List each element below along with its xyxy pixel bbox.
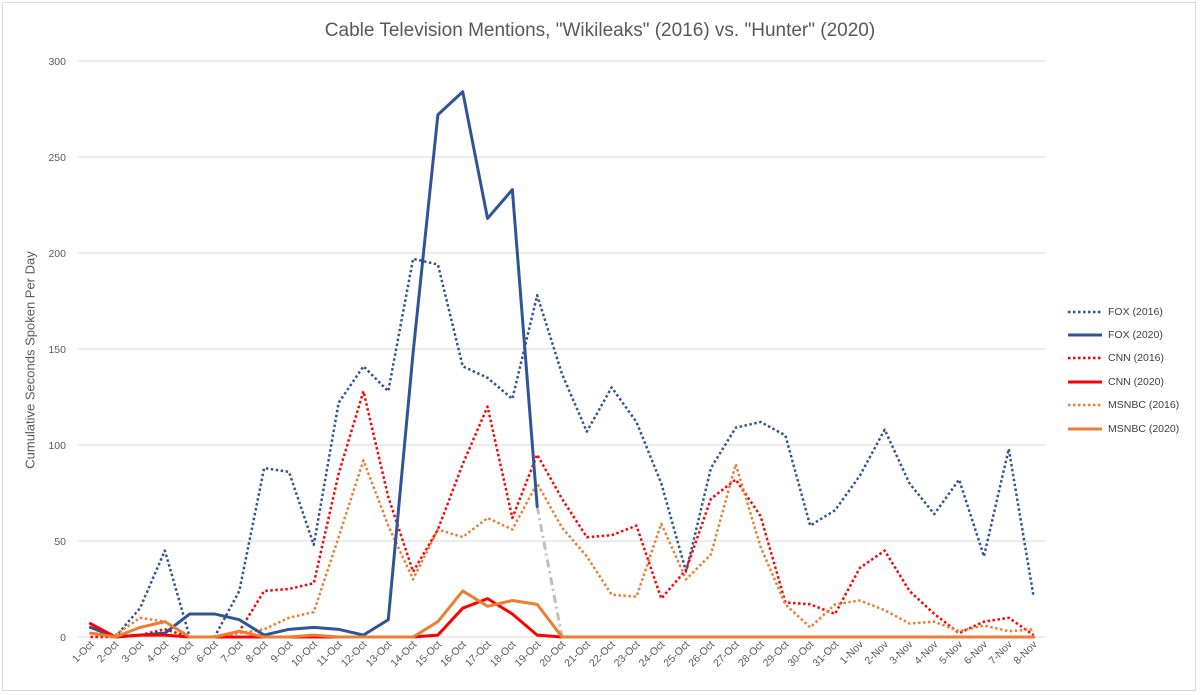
legend-item: MSNBC (2016) [1066,394,1179,417]
series-lines [88,90,1036,639]
chart-title: Cable Television Mentions, "Wikileaks" (… [324,20,876,41]
legend-label: MSNBC (2020) [1108,422,1180,435]
y-tick-label: 50 [54,536,66,548]
x-tick-label: 11-Oct [315,639,345,669]
x-tick-label: 30-Oct [786,639,817,670]
series-line-msnbc-2020 [88,589,1036,639]
series-line-msnbc-2016 [90,459,1034,639]
x-tick-label: 31-Oct [810,639,841,670]
legend-item: CNN (2016) [1066,347,1179,370]
x-tick-label: 25-Oct [661,639,692,670]
x-tick-label: 21-Oct [562,639,593,670]
x-tick-label: 15-Oct [413,639,444,670]
x-tick-labels: 1-Oct2-Oct3-Oct4-Oct5-Oct6-Oct7-Oct8-Oct… [70,638,1040,669]
x-tick-label: 7-Nov [987,638,1016,667]
legend-swatch [1068,310,1102,313]
x-tick-label: 14-Oct [388,639,419,670]
x-tick-label: 8-Oct [244,639,271,666]
legend-item: CNN (2020) [1066,370,1179,393]
x-tick-label: 8-Nov [1011,638,1040,667]
legend-swatch [1068,404,1102,407]
x-tick-label: 13-Oct [364,639,395,670]
x-tick-label: 1-Nov [838,638,867,667]
x-tick-label: 5-Nov [937,638,966,667]
legend-label: MSNBC (2016) [1108,399,1180,412]
y-tick-label: 250 [48,152,66,164]
series-connector-line [535,506,564,638]
legend-item: FOX (2020) [1066,323,1179,346]
x-tick-label: 29-Oct [761,639,792,670]
legend-label: FOX (2016) [1108,305,1163,318]
x-tick-label: 7-Oct [219,639,246,666]
x-tick-label: 26-Oct [686,639,717,670]
legend-swatch [1068,333,1102,337]
gridlines [78,60,1046,638]
x-tick-label: 22-Oct [587,639,618,670]
x-tick-label: 12-Oct [339,639,370,670]
x-tick-label: 3-Oct [120,639,147,666]
y-tick-label: 200 [48,248,66,260]
x-tick-label: 16-Oct [438,639,469,670]
legend-swatch [1068,380,1102,384]
legend: FOX (2016) FOX (2020) CNN (2016) CNN (2020)… [1066,300,1179,440]
x-tick-label: 3-Nov [887,638,916,667]
x-tick-label: 1-Oct [70,639,97,666]
x-tick-label: 20-Oct [537,639,568,670]
x-tick-label: 23-Oct [612,639,643,670]
legend-swatch [1068,427,1102,431]
x-tick-label: 18-Oct [488,639,519,670]
y-tick-label: 300 [48,56,66,68]
x-tick-label: 17-Oct [463,639,494,670]
x-tick-label: 5-Oct [169,639,196,666]
x-tick-label: 19-Oct [513,639,544,670]
series-line-fox-2020 [88,90,539,639]
x-tick-label: 4-Oct [144,639,171,666]
y-tick-label: 150 [48,344,66,356]
x-tick-label: 6-Oct [194,639,221,666]
x-tick-label: 10-Oct [289,639,320,670]
y-tick-labels: 0 50 100 150 200 250 300 [48,56,66,644]
legend-swatch [1068,357,1102,360]
legend-item: FOX (2016) [1066,300,1179,323]
x-tick-label: 28-Oct [736,639,767,670]
x-tick-label: 2-Nov [862,638,891,667]
y-tick-label: 0 [60,632,66,644]
x-tick-label: 24-Oct [637,639,668,670]
legend-label: CNN (2020) [1108,375,1165,388]
legend-label: FOX (2020) [1108,329,1163,342]
series-line-cnn-2016 [90,389,1035,639]
x-tick-label: 27-Oct [711,639,742,670]
x-tick-label: 2-Oct [95,639,122,666]
y-tick-label: 100 [48,440,66,452]
legend-item: MSNBC (2020) [1066,417,1179,440]
series-line-fox-2016 [90,257,1035,639]
x-tick-label: 6-Nov [962,638,991,667]
x-tick-label: 4-Nov [912,638,941,667]
legend-label: CNN (2016) [1108,352,1165,365]
